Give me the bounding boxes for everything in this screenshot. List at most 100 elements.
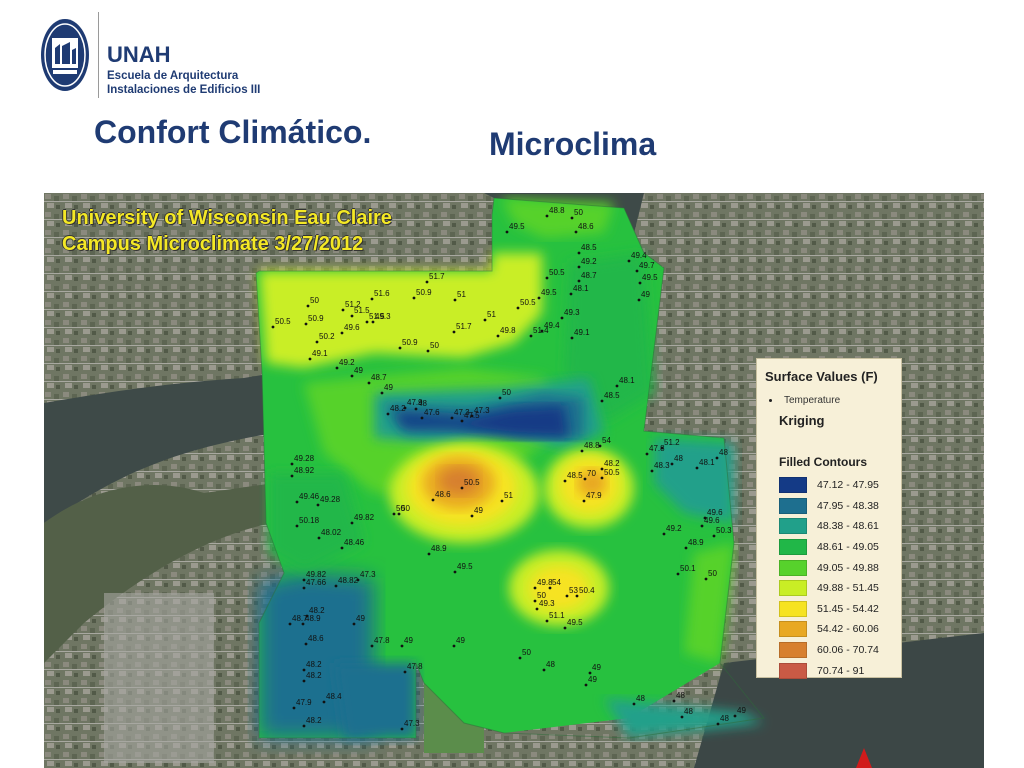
- sample-point-marker: [403, 670, 407, 674]
- sample-point-label: 49: [737, 706, 746, 715]
- sample-point-marker: [733, 714, 737, 718]
- sample-point-label: 49.2: [666, 524, 682, 533]
- sample-point-label: 50.9: [402, 338, 418, 347]
- sample-point-label: 50: [522, 648, 531, 657]
- sample-point-label: 50.2: [319, 332, 335, 341]
- sample-point-label: 50: [502, 388, 511, 397]
- sample-point-label: 49.7: [639, 261, 655, 270]
- sample-point-label: 48: [676, 691, 685, 700]
- map-title-line-1: University of Wisconsin Eau Claire: [62, 207, 392, 229]
- sample-point-label: 50: [537, 591, 546, 600]
- sample-point-marker: [570, 216, 574, 220]
- sample-point-marker: [637, 298, 641, 302]
- sample-point-label: 50.4: [579, 586, 595, 595]
- sample-point-marker: [460, 419, 464, 423]
- sample-point-label: 49.3: [539, 599, 555, 608]
- sample-point-label: 48.6: [435, 490, 451, 499]
- sample-point-marker: [598, 444, 602, 448]
- sample-point-label: 48.2: [390, 404, 406, 413]
- sample-point-label: 49.5: [541, 288, 557, 297]
- sample-point-marker: [582, 499, 586, 503]
- sample-point-label: 48.7: [581, 271, 597, 280]
- sample-point-marker: [570, 336, 574, 340]
- school-name: Escuela de Arquitectura: [107, 70, 239, 82]
- sample-point-marker: [288, 622, 292, 626]
- sample-point-label: 48.5: [604, 391, 620, 400]
- sample-point-marker: [452, 330, 456, 334]
- sample-point-marker: [569, 292, 573, 296]
- legend-swatch: [779, 600, 807, 617]
- sample-point-marker: [542, 668, 546, 672]
- sample-point-label: 51: [487, 310, 496, 319]
- sample-point-marker: [398, 346, 402, 350]
- sample-point-marker: [341, 308, 345, 312]
- sample-point-marker: [704, 577, 708, 581]
- sample-point-label: 48.1: [619, 376, 635, 385]
- legend-range: 49.05 - 49.88: [817, 561, 879, 574]
- sample-point-label: 49.6: [344, 323, 360, 332]
- sample-point-marker: [400, 644, 404, 648]
- sample-point-marker: [516, 306, 520, 310]
- sample-point-label: 49.28: [320, 495, 341, 504]
- sample-point-marker: [403, 406, 407, 410]
- sample-point-label: 47.6: [424, 408, 440, 417]
- sample-point-label: 48.7: [371, 373, 387, 382]
- sample-point-label: 48.4: [326, 692, 342, 701]
- sample-point-marker: [645, 452, 649, 456]
- sample-point-marker: [317, 536, 321, 540]
- sample-point-label: 49: [354, 366, 363, 375]
- sample-point-marker: [703, 516, 707, 520]
- sample-point-label: 48.9: [688, 538, 704, 547]
- legend-range: 49.88 - 51.45: [817, 582, 879, 595]
- sample-point-label: 48.3: [654, 461, 670, 470]
- legend-class: 47.95 - 48.38: [779, 496, 879, 517]
- sample-point-marker: [420, 416, 424, 420]
- sample-point-label: 49.3: [564, 308, 580, 317]
- sample-point-label: 48.82: [338, 576, 359, 585]
- sample-point-marker: [470, 414, 474, 418]
- sample-point-label: 50.5: [275, 317, 291, 326]
- slide-subtitle: Microclima: [489, 126, 657, 162]
- sample-point-marker: [302, 586, 306, 590]
- sample-point-marker: [712, 534, 716, 538]
- legend-class: 49.05 - 49.88: [779, 557, 879, 578]
- sample-point-label: 51.5: [354, 306, 370, 315]
- sample-point-marker: [334, 584, 338, 588]
- legend-range: 70.74 - 91: [817, 664, 865, 677]
- sample-point-marker: [600, 467, 604, 471]
- sample-point-label: 48.9: [431, 544, 447, 553]
- sample-point-label: 49.5: [509, 222, 525, 231]
- sample-point-marker: [545, 276, 549, 280]
- sample-point-marker: [370, 644, 374, 648]
- sample-point-marker: [574, 230, 578, 234]
- sample-point-label: 49.4: [631, 251, 647, 260]
- sample-point-marker: [505, 230, 509, 234]
- sample-point-label: 47.8: [407, 662, 423, 671]
- legend-swatch: [779, 477, 807, 494]
- legend-temperature: Temperature: [769, 395, 840, 406]
- legend-swatch: [779, 621, 807, 638]
- sample-point-marker: [545, 214, 549, 218]
- sample-point-marker: [695, 466, 699, 470]
- sample-point-label: 50: [574, 208, 583, 217]
- sample-point-label: 49.6: [707, 508, 723, 517]
- sample-point-marker: [615, 384, 619, 388]
- header-divider: [98, 12, 99, 98]
- legend-class: 48.38 - 48.61: [779, 516, 879, 537]
- sample-point-label: 48.92: [294, 466, 315, 475]
- sample-point-label: 49.5: [567, 618, 583, 627]
- legend-class: 47.12 - 47.95: [779, 475, 879, 496]
- sample-point-label: 48: [636, 694, 645, 703]
- legend-filled-label: Filled Contours: [779, 455, 867, 469]
- legend-range: 60.06 - 70.74: [817, 644, 879, 657]
- legend-swatch: [779, 559, 807, 576]
- sample-point-label: 50: [430, 341, 439, 350]
- sample-point-marker: [577, 265, 581, 269]
- sample-point-marker: [350, 374, 354, 378]
- sample-point-marker: [577, 279, 581, 283]
- map-title: University of Wisconsin Eau Claire Campu…: [62, 205, 392, 257]
- sample-point-marker: [560, 316, 564, 320]
- unah-logo: [41, 19, 89, 91]
- sample-point-label: 48: [684, 707, 693, 716]
- sample-point-marker: [483, 318, 487, 322]
